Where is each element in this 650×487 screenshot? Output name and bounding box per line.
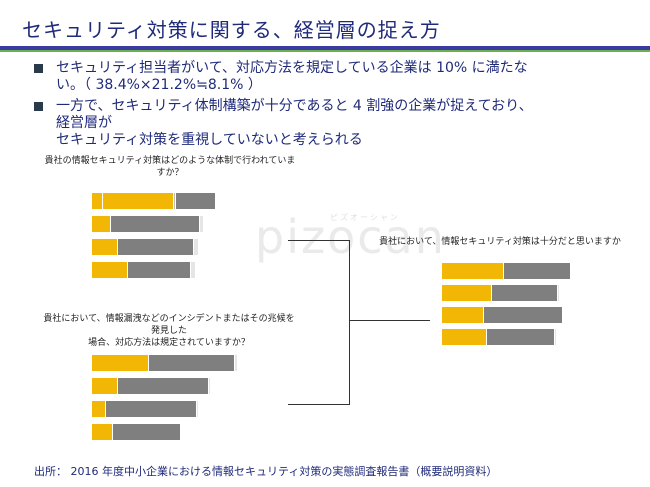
chart-left-bottom-title-line-1: 貴社において、情報漏洩などのインシデントまたはその兆候を [43,314,295,324]
stacked-bar-3 [442,307,597,323]
bar-segment-2 [113,424,181,440]
bullet-item-2: 一方で、セキュリティ体制構築が十分であると 4 割強の企業が捉えており、 経営層… [34,98,634,149]
bar-segment-3 [191,262,196,278]
bullet-1-line-1: セキュリティ担当者がいて、対応方法を規定している企業は 10% に満たな [56,60,528,76]
title-rule-blue [0,46,650,50]
bar-segment-3 [562,307,565,323]
bullet-list: セキュリティ担当者がいて、対応方法を規定している企業は 10% に満たな い。（… [34,60,634,153]
bar-segment-1 [92,378,118,394]
bullet-item-1: セキュリティ担当者がいて、対応方法を規定している企業は 10% に満たな い。（… [34,60,634,94]
bar-segment-2 [149,355,235,371]
chart-left-bottom-title-line-2: 発見した [150,326,187,336]
bar-segment-1 [92,401,106,417]
bar-segment-1 [442,263,504,279]
bar-segment-3 [555,329,557,345]
bar-segment-1 [442,285,492,301]
bullet-2-line-1: 一方で、セキュリティ体制構築が十分であると 4 割強の企業が捉えており、 [56,98,533,114]
chart-left-bottom-title-line-3: 場合、対応方法は規定されていますか？ [88,338,250,348]
stacked-bar-4 [92,262,247,278]
bar-segment-4 [175,193,216,209]
bar-segment-1 [442,329,487,345]
bar-segment-1 [92,239,119,255]
bar-segment-1 [92,216,111,232]
bar-segment-3 [174,193,176,209]
bullet-2-line-2: 経営層が [56,115,112,131]
bar-segment-3 [200,216,204,232]
bar-segment-1 [92,424,113,440]
connector-vertical [349,240,350,405]
stacked-bar-2 [92,216,247,232]
chart-left-top-title-line-2: すか？ [156,168,184,178]
stacked-bar-1 [442,263,597,279]
chart-left-top-title-line-1: 貴社の情報セキュリティ対策はどのような体制で行われていま [44,156,296,166]
bar-segment-2 [504,263,571,279]
bar-segment-2 [127,262,192,278]
bar-segment-1 [92,262,128,278]
title-rule-green [0,50,650,52]
bar-segment-2 [117,378,209,394]
stacked-bar-1 [92,193,247,209]
bar-segment-2 [483,307,563,323]
bar-segment-2 [491,285,559,301]
bar-segment-3 [558,285,560,301]
stacked-bar-4 [442,329,597,345]
bullet-square-icon [34,102,43,111]
bullet-2-line-3: セキュリティ対策を重視していないと考えられる [56,132,363,148]
bar-segment-3 [180,424,182,440]
bar-segment-2 [105,401,197,417]
bar-segment-2 [110,216,201,232]
source-citation: 出所： 2016 年度中小企業における情報セキュリティ対策の実態調査報告書（概要… [34,465,498,478]
bullet-square-icon [34,64,43,73]
bar-segment-3 [194,239,199,255]
stacked-bar-1 [92,355,242,371]
chart-right-title-line-1: 貴社において、情報セキュリティ対策は十分だと思いますか [379,237,621,247]
chart-left-top-title: 貴社の情報セキュリティ対策はどのような体制で行われていま すか？ [10,155,330,179]
bar-segment-1 [442,307,484,323]
chart-right-title: 貴社において、情報セキュリティ対策は十分だと思いますか [355,236,645,248]
bar-segment-3 [570,263,573,279]
stacked-bar-3 [92,401,242,417]
connector-middle-horizontal [350,320,430,321]
bullet-1-line-2: い。（ 38.4%×21.2%≒8.1% ） [56,77,262,93]
page-title: セキュリティ対策に関する、経営層の捉え方 [22,18,441,42]
connector-top-horizontal [288,240,350,241]
bar-segment-3 [234,355,238,371]
stacked-bar-2 [92,378,242,394]
bar-segment-3 [209,378,211,394]
bar-segment-2 [118,239,195,255]
bar-segment-3 [197,401,199,417]
watermark-kana: ピズオーシャン [330,213,400,222]
bar-segment-1 [92,193,103,209]
stacked-bar-3 [92,239,247,255]
bar-segment-2 [102,193,175,209]
chart-left-bottom-title: 貴社において、情報漏洩などのインシデントまたはその兆候を 発見した 場合、対応方… [4,313,334,349]
bar-segment-2 [486,329,556,345]
bar-segment-1 [92,355,149,371]
connector-bottom-horizontal [288,404,350,405]
stacked-bar-4 [92,424,242,440]
stacked-bar-2 [442,285,597,301]
